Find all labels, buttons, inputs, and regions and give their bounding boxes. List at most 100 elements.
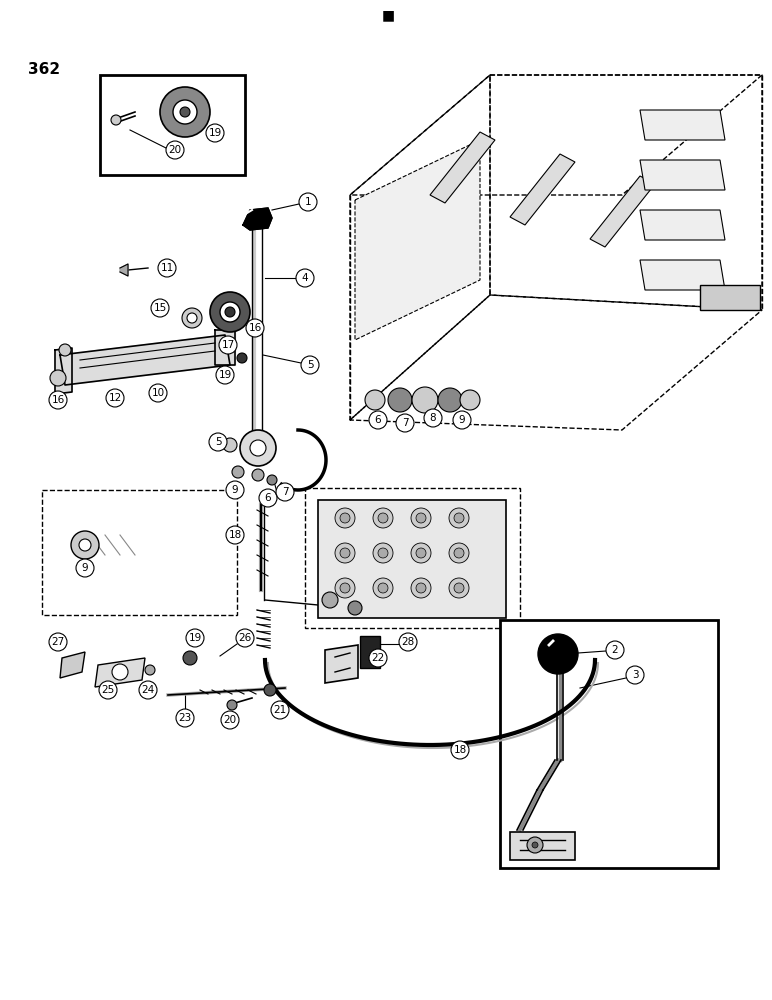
Circle shape	[232, 466, 244, 478]
Circle shape	[399, 633, 417, 651]
Circle shape	[340, 583, 350, 593]
Circle shape	[369, 411, 387, 429]
Circle shape	[424, 409, 442, 427]
Circle shape	[378, 583, 388, 593]
Circle shape	[449, 578, 469, 598]
Text: 10: 10	[151, 388, 164, 398]
Text: 15: 15	[154, 303, 167, 313]
Circle shape	[226, 526, 244, 544]
Circle shape	[454, 513, 464, 523]
Circle shape	[340, 548, 350, 558]
Circle shape	[49, 633, 67, 651]
Circle shape	[460, 390, 480, 410]
Circle shape	[411, 578, 431, 598]
Circle shape	[206, 124, 224, 142]
Circle shape	[373, 508, 393, 528]
Circle shape	[527, 837, 543, 853]
Text: 26: 26	[239, 633, 252, 643]
Circle shape	[106, 389, 124, 407]
Text: 19: 19	[218, 370, 232, 380]
Bar	[318, 500, 506, 618]
Circle shape	[220, 302, 240, 322]
Text: 19: 19	[188, 633, 201, 643]
Text: 17: 17	[222, 340, 235, 350]
Circle shape	[173, 100, 197, 124]
Text: 4: 4	[302, 273, 308, 283]
Circle shape	[373, 578, 393, 598]
Circle shape	[216, 366, 234, 384]
Polygon shape	[60, 652, 85, 678]
Circle shape	[454, 583, 464, 593]
Circle shape	[209, 433, 227, 451]
Circle shape	[112, 664, 128, 680]
Circle shape	[348, 601, 362, 615]
Text: 5: 5	[306, 360, 313, 370]
Circle shape	[240, 430, 276, 466]
Circle shape	[49, 391, 67, 409]
Circle shape	[50, 370, 66, 386]
Circle shape	[259, 489, 277, 507]
Text: 362: 362	[28, 62, 60, 77]
Circle shape	[453, 411, 471, 429]
Circle shape	[236, 629, 254, 647]
Circle shape	[186, 629, 204, 647]
Circle shape	[335, 578, 355, 598]
Circle shape	[449, 543, 469, 563]
Text: 1: 1	[305, 197, 311, 207]
Text: 9: 9	[459, 415, 466, 425]
Text: 16: 16	[52, 395, 65, 405]
Text: 5: 5	[215, 437, 222, 447]
Circle shape	[373, 543, 393, 563]
Circle shape	[416, 513, 426, 523]
Circle shape	[99, 681, 117, 699]
Polygon shape	[55, 348, 72, 394]
Circle shape	[226, 481, 244, 499]
Circle shape	[227, 700, 237, 710]
Text: ■: ■	[381, 8, 394, 22]
Circle shape	[149, 384, 167, 402]
Polygon shape	[510, 154, 575, 225]
Circle shape	[246, 319, 264, 337]
Circle shape	[626, 666, 644, 684]
Circle shape	[264, 684, 276, 696]
Text: 2: 2	[611, 645, 618, 655]
Text: 25: 25	[101, 685, 114, 695]
Polygon shape	[355, 140, 480, 340]
Circle shape	[267, 475, 277, 485]
Text: 11: 11	[161, 263, 174, 273]
Text: 12: 12	[108, 393, 122, 403]
Bar	[500, 620, 718, 868]
Polygon shape	[325, 645, 358, 683]
Circle shape	[180, 107, 190, 117]
Circle shape	[454, 548, 464, 558]
Bar	[360, 636, 380, 668]
Circle shape	[166, 141, 184, 159]
Circle shape	[296, 269, 314, 287]
Circle shape	[210, 292, 250, 332]
Circle shape	[369, 649, 387, 667]
Circle shape	[606, 641, 624, 659]
Text: 28: 28	[401, 637, 415, 647]
Circle shape	[378, 548, 388, 558]
Text: 9: 9	[82, 563, 88, 573]
Polygon shape	[640, 260, 725, 290]
Circle shape	[335, 508, 355, 528]
Circle shape	[538, 634, 578, 674]
Circle shape	[252, 469, 264, 481]
Text: 18: 18	[229, 530, 242, 540]
Circle shape	[396, 414, 414, 432]
Circle shape	[250, 440, 266, 456]
Text: 18: 18	[453, 745, 466, 755]
Polygon shape	[120, 264, 128, 276]
Text: 6: 6	[265, 493, 271, 503]
Polygon shape	[60, 335, 230, 385]
Circle shape	[158, 259, 176, 277]
Polygon shape	[95, 658, 145, 687]
Circle shape	[451, 741, 469, 759]
Polygon shape	[243, 208, 272, 230]
Circle shape	[160, 87, 210, 137]
Circle shape	[365, 390, 385, 410]
Circle shape	[271, 701, 289, 719]
Bar	[100, 75, 245, 175]
Text: 3: 3	[631, 670, 638, 680]
